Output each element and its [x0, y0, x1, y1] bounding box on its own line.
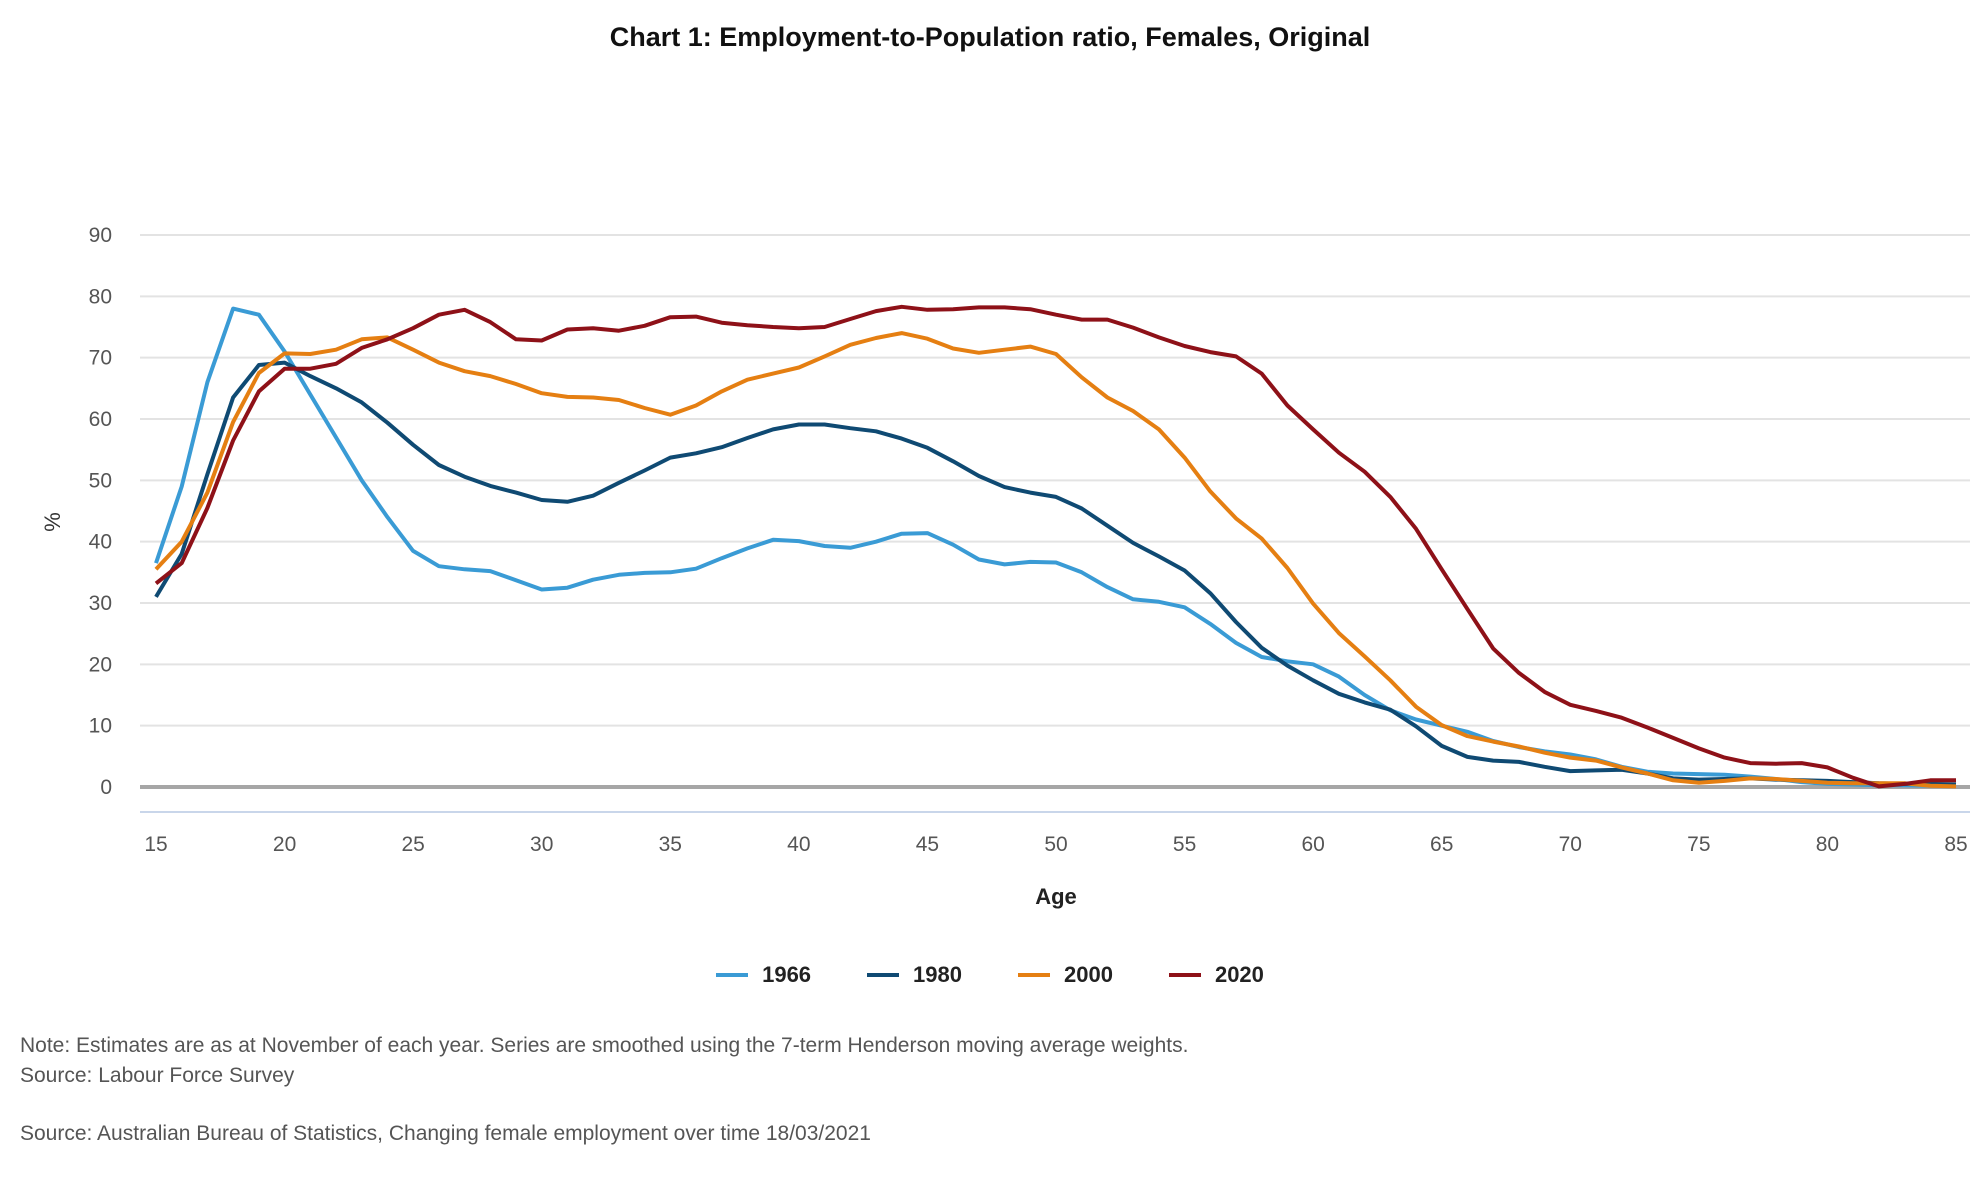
- x-tick-label: 45: [916, 833, 939, 856]
- legend-label: 1980: [913, 962, 962, 987]
- legend-label: 2000: [1064, 962, 1113, 987]
- x-tick-label: 55: [1173, 833, 1196, 856]
- y-tick-label: 70: [89, 347, 112, 370]
- legend-item-1966: 1966: [716, 962, 811, 988]
- gridlines: [140, 234, 1970, 813]
- x-tick-label: 15: [144, 833, 167, 856]
- legend-swatch: [867, 973, 900, 977]
- x-tick-label: 30: [530, 833, 553, 856]
- source-note: Source: Labour Force Survey: [20, 1064, 295, 1087]
- attribution: Source: Australian Bureau of Statistics,…: [20, 1122, 871, 1145]
- series-lines: [154, 304, 1957, 789]
- x-tick-label: 80: [1816, 833, 1839, 856]
- x-axis-label: Age: [1035, 884, 1077, 909]
- line-chart: 0 10 20 30 40 50 60 70 80 90 15 20 25 30 35 40 45 50 55 60…: [40, 224, 1970, 909]
- legend-label: 1966: [762, 962, 812, 987]
- y-tick-label: 30: [89, 592, 112, 615]
- x-tick-label: 20: [273, 833, 296, 856]
- y-tick-label: 90: [89, 224, 112, 247]
- chart-title: Chart 1: Employment-to-Population ratio,…: [609, 22, 1371, 52]
- series-line-2000: [154, 331, 1957, 789]
- x-tick-label: 25: [401, 833, 424, 856]
- x-tick-label: 60: [1301, 833, 1324, 856]
- y-tick-label: 50: [89, 469, 112, 492]
- x-tick-label: 75: [1687, 833, 1710, 856]
- chart-note: Note: Estimates are as at November of ea…: [20, 1034, 1189, 1057]
- y-tick-labels: 0 10 20 30 40 50 60 70 80 90: [89, 224, 112, 799]
- y-axis-label: %: [40, 512, 65, 532]
- legend-item-2020: 2020: [1168, 962, 1264, 988]
- x-tick-label: 85: [1944, 833, 1967, 856]
- legend: 1966 1980 2000 2020: [0, 962, 1980, 988]
- x-tick-label: 70: [1559, 833, 1582, 856]
- y-tick-label: 80: [89, 285, 112, 308]
- series-line-2020: [154, 304, 1956, 789]
- y-tick-label: 20: [89, 653, 112, 676]
- series-line-1966: [154, 306, 1956, 788]
- legend-swatch: [1168, 973, 1201, 977]
- legend-item-1980: 1980: [867, 962, 962, 988]
- legend-swatch: [716, 973, 749, 977]
- x-tick-labels: 15 20 25 30 35 40 45 50 55 60 65 70 75 80 85: [144, 833, 1967, 856]
- y-tick-label: 0: [100, 776, 112, 799]
- legend-item-2000: 2000: [1018, 962, 1113, 988]
- series-line-1980: [154, 360, 1957, 787]
- y-tick-label: 60: [89, 408, 112, 431]
- y-tick-label: 40: [89, 531, 112, 554]
- x-tick-label: 35: [659, 833, 682, 856]
- x-tick-label: 65: [1430, 833, 1453, 856]
- y-tick-label: 10: [89, 715, 112, 738]
- legend-swatch: [1018, 973, 1050, 977]
- x-tick-label: 40: [787, 833, 810, 856]
- legend-label: 2020: [1214, 962, 1264, 987]
- x-tick-label: 50: [1044, 833, 1067, 856]
